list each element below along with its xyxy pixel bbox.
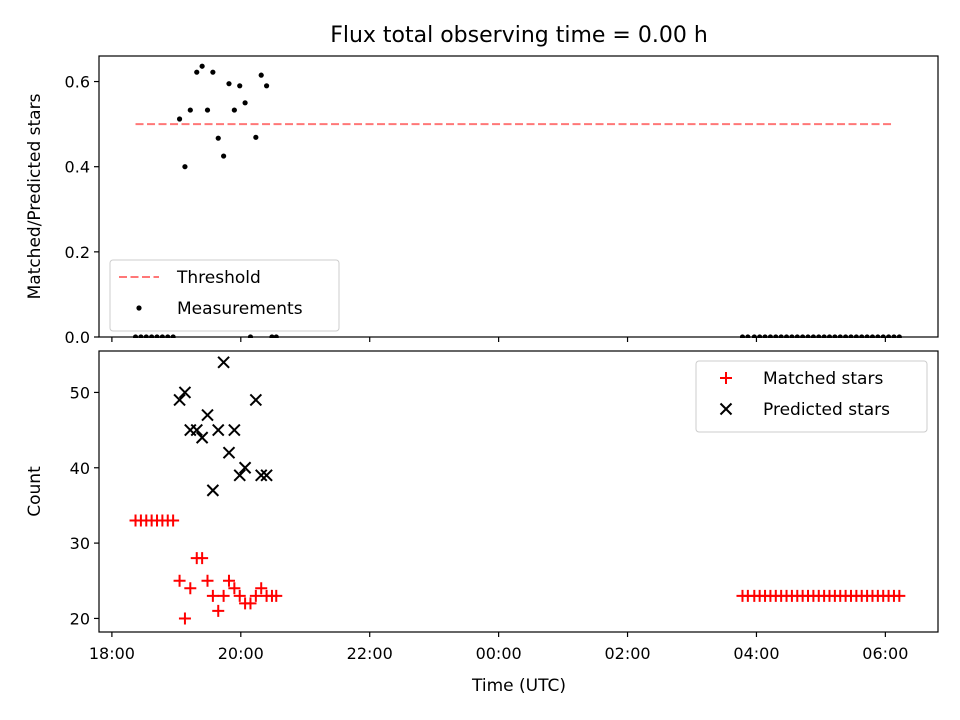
predicted-stars-point bbox=[178, 386, 192, 399]
predicted-stars-point bbox=[217, 356, 230, 369]
measurements-point bbox=[226, 81, 232, 87]
measurements-point bbox=[215, 135, 221, 141]
x-axis-label: Time (UTC) bbox=[471, 676, 566, 696]
legend-label: Threshold bbox=[176, 268, 261, 288]
y-tick-label: 30 bbox=[70, 534, 90, 553]
bottom-panel: 18:00 20:00 22:00 00:00 02:00 04:00 06:00 20 30 4… bbox=[25, 350, 939, 663]
legend: Threshold Measurements bbox=[109, 259, 340, 332]
predicted-stars-point bbox=[260, 469, 273, 482]
y-tick-label: 0.2 bbox=[65, 243, 90, 262]
y-tick-label: 20 bbox=[70, 609, 90, 628]
measurements-point bbox=[187, 107, 193, 113]
figure-title: Flux total observing time = 0.00 h bbox=[330, 23, 708, 48]
legend-predicted-swatch bbox=[719, 402, 733, 416]
measurements-point bbox=[253, 134, 259, 140]
measurements-point bbox=[210, 69, 216, 75]
top-panel: 0.0 0.2 0.4 0.6 Matched/Predicted stars Thres… bbox=[25, 55, 939, 347]
matched-stars-point bbox=[173, 574, 186, 587]
predicted-stars-point bbox=[222, 446, 236, 459]
predicted-stars-point bbox=[212, 423, 225, 437]
predicted-stars-point bbox=[228, 423, 241, 437]
x-tick-label: 18:00 bbox=[89, 644, 135, 663]
matched-stars-point bbox=[255, 582, 268, 595]
measurements-point bbox=[204, 107, 211, 113]
y-axis-label: Count bbox=[25, 466, 45, 517]
x-tick-label: 22:00 bbox=[347, 644, 393, 663]
predicted-stars-point bbox=[190, 423, 203, 437]
predicted-stars-point bbox=[238, 461, 252, 474]
predicted-stars-point bbox=[233, 469, 246, 482]
matched-stars-point bbox=[244, 597, 257, 610]
x-tick-label: 02:00 bbox=[604, 644, 650, 663]
plot-area bbox=[129, 356, 906, 625]
legend-label: Predicted stars bbox=[763, 400, 890, 420]
y-tick-label: 0.6 bbox=[65, 73, 90, 92]
predicted-stars-point bbox=[201, 408, 214, 422]
predicted-stars-point bbox=[249, 393, 263, 407]
legend-label: Measurements bbox=[177, 299, 303, 319]
measurements-point bbox=[237, 83, 243, 89]
legend-measurements-swatch bbox=[136, 305, 142, 311]
measurements-point bbox=[231, 107, 237, 113]
legend-matched-swatch bbox=[720, 372, 732, 384]
legend-box bbox=[109, 259, 340, 332]
matched-stars-point bbox=[228, 582, 241, 595]
matched-stars-point bbox=[178, 612, 191, 625]
predicted-stars-point bbox=[255, 469, 268, 482]
measurements-point bbox=[221, 153, 227, 159]
matched-stars-point bbox=[184, 582, 197, 595]
legend-label: Matched stars bbox=[763, 369, 883, 389]
measurements-point bbox=[242, 100, 248, 106]
measurements-point bbox=[182, 164, 188, 170]
matched-stars-point bbox=[167, 514, 180, 527]
axes-frame bbox=[98, 350, 939, 633]
axes-frame bbox=[98, 55, 939, 338]
predicted-stars-point bbox=[195, 431, 209, 444]
matched-stars-point bbox=[249, 589, 262, 602]
legend-box bbox=[695, 360, 928, 433]
matched-stars-point bbox=[206, 589, 219, 602]
legend: Matched stars Predicted stars bbox=[695, 360, 928, 433]
matched-stars-point bbox=[217, 589, 230, 602]
y-tick-label: 0.4 bbox=[65, 158, 90, 177]
y-tick-label: 0.0 bbox=[65, 328, 90, 347]
measurements-point bbox=[199, 63, 205, 69]
matched-stars-point bbox=[212, 604, 225, 617]
predicted-stars-point bbox=[173, 393, 186, 407]
measurements-point bbox=[258, 72, 264, 78]
matched-stars-point bbox=[893, 589, 906, 602]
y-axis-label: Matched/Predicted stars bbox=[25, 93, 45, 299]
matched-stars-point bbox=[196, 552, 209, 565]
x-tick-label: 20:00 bbox=[218, 644, 264, 663]
matched-stars-point bbox=[233, 589, 246, 602]
x-tick-label: 04:00 bbox=[733, 644, 779, 663]
measurements-point bbox=[176, 116, 183, 122]
measurements-point bbox=[263, 83, 270, 89]
measurements-point bbox=[194, 69, 200, 75]
matched-stars-point bbox=[270, 589, 283, 602]
matched-stars-point bbox=[222, 574, 235, 587]
y-tick-label: 50 bbox=[70, 383, 90, 402]
x-tick-label: 06:00 bbox=[862, 644, 908, 663]
y-tick-label: 40 bbox=[70, 459, 90, 478]
predicted-stars-point bbox=[206, 484, 220, 497]
x-tick-label: 00:00 bbox=[476, 644, 522, 663]
matched-stars-point bbox=[201, 574, 214, 587]
